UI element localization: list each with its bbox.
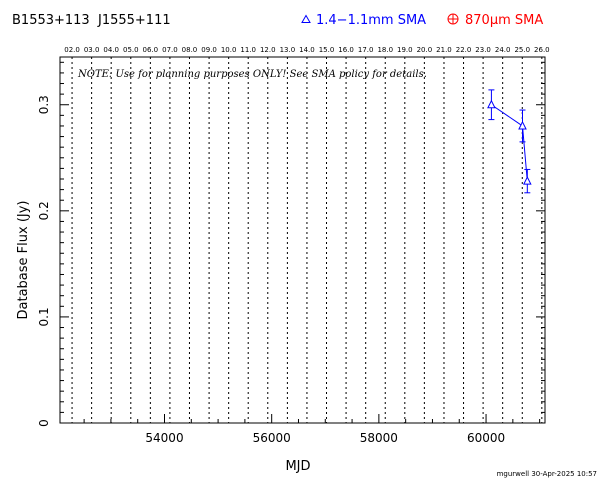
y-tick-label: 0.1 [37, 307, 51, 326]
top-tick-label: 04.0 [103, 46, 119, 54]
plot-border [59, 56, 546, 424]
timestamp-stamp: mgurwell 30-Apr-2025 10:57 [497, 470, 597, 478]
year-gridlines [71, 57, 543, 423]
top-tick-label: 11.0 [240, 46, 256, 54]
top-tick-label: 20.0 [417, 46, 433, 54]
legend-mm-label: 1.4−1.1mm SMA [316, 13, 426, 28]
top-tick-label: 13.0 [280, 46, 296, 54]
top-tick-label: 14.0 [299, 46, 315, 54]
planning-note: NOTE: Use for planning purposes ONLY! Se… [77, 69, 427, 80]
source-b1950-label: B1553+113 [12, 13, 90, 28]
x-tick-label: 60000 [467, 431, 505, 445]
x-tick-label: 58000 [360, 431, 398, 445]
top-tick-label: 02.0 [64, 46, 80, 54]
y-axis-label: Database Flux (Jy) [16, 201, 31, 320]
legend-mm-marker-icon [301, 14, 311, 23]
top-tick-label: 22.0 [456, 46, 472, 54]
data-series [487, 89, 532, 194]
y-tick-label: 0.2 [37, 201, 51, 220]
top-tick-label: 03.0 [84, 46, 100, 54]
legend-submm-label: 870μm SMA [465, 13, 543, 28]
top-tick-label: 17.0 [358, 46, 374, 54]
legend-submm-unit: μm SMA [490, 13, 544, 28]
top-tick-label: 25.0 [514, 46, 530, 54]
top-tick-label: 21.0 [436, 46, 452, 54]
y-tick-label: 0 [37, 419, 51, 427]
top-tick-label: 15.0 [319, 46, 335, 54]
top-tick-label: 09.0 [201, 46, 217, 54]
data-point [518, 120, 527, 130]
top-tick-label: 05.0 [123, 46, 139, 54]
plot-frame [59, 56, 546, 424]
top-tick-label: 26.0 [534, 46, 550, 54]
data-point [487, 99, 496, 109]
legend-submm-prefix: 870 [465, 13, 490, 28]
x-axis: 54000 56000 58000 60000 [83, 414, 541, 445]
x-tick-label: 54000 [145, 431, 183, 445]
x-tick-label: 56000 [253, 431, 291, 445]
y-tick-label: 0.3 [37, 95, 51, 114]
top-tick-label: 16.0 [338, 46, 354, 54]
top-tick-label: 23.0 [475, 46, 491, 54]
top-tick-label: 18.0 [377, 46, 393, 54]
top-year-axis: 02.0 03.0 04.0 05.0 06.0 07.0 08.0 09.0 10.0 11.0… [64, 46, 549, 54]
top-tick-label: 10.0 [221, 46, 237, 54]
legend-submm-marker-icon [447, 13, 459, 25]
source-j2000-label: J1555+111 [97, 13, 171, 28]
data-point [523, 176, 532, 185]
top-tick-label: 08.0 [182, 46, 198, 54]
y-axis: 0 0.1 0.2 0.3 [37, 61, 545, 427]
top-tick-label: 19.0 [397, 46, 413, 54]
x-axis-label: MJD [285, 459, 310, 474]
top-tick-label: 07.0 [162, 46, 178, 54]
top-tick-label: 06.0 [143, 46, 159, 54]
top-tick-label: 12.0 [260, 46, 276, 54]
top-tick-label: 24.0 [495, 46, 511, 54]
